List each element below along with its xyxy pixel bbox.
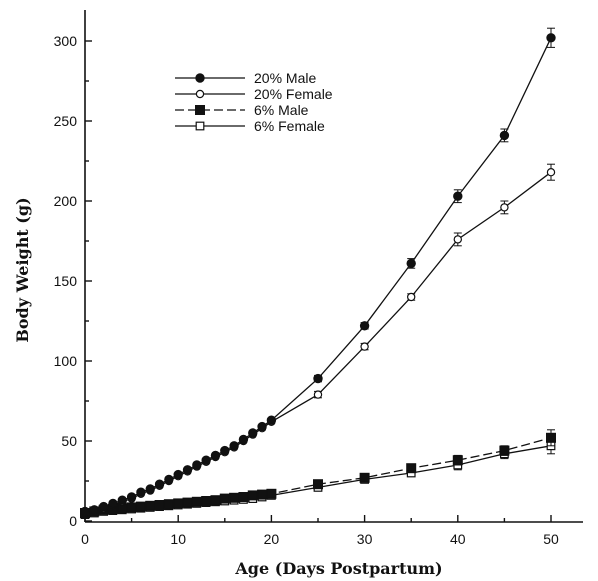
data-point bbox=[182, 497, 193, 508]
data-point bbox=[359, 321, 370, 331]
x-tick-label: 50 bbox=[543, 531, 559, 547]
data-point bbox=[453, 191, 463, 201]
y-tick-label: 0 bbox=[69, 513, 77, 529]
series-line bbox=[84, 171, 552, 513]
data-point bbox=[136, 487, 146, 497]
x-tick-label: 0 bbox=[81, 531, 89, 547]
data-point bbox=[499, 445, 510, 456]
data-point bbox=[117, 495, 127, 505]
data-point bbox=[191, 496, 202, 507]
data-point bbox=[154, 500, 165, 510]
data-point bbox=[98, 501, 109, 512]
legend-marker bbox=[195, 121, 205, 131]
data-point bbox=[313, 479, 323, 490]
data-point bbox=[89, 505, 100, 515]
y-tick-label: 150 bbox=[54, 273, 78, 289]
data-point bbox=[145, 500, 156, 511]
series-line bbox=[84, 37, 552, 513]
data-point bbox=[201, 455, 211, 465]
data-point bbox=[500, 203, 509, 212]
data-point bbox=[248, 428, 258, 438]
data-point bbox=[126, 502, 137, 513]
y-tick-label: 200 bbox=[54, 193, 78, 209]
legend-label: 20% Female bbox=[254, 86, 333, 102]
data-point bbox=[406, 258, 416, 269]
data-point bbox=[407, 292, 416, 302]
series-layer bbox=[80, 27, 556, 519]
x-axis-title: Age (Days Postpartum) bbox=[234, 559, 442, 578]
data-point bbox=[406, 463, 417, 474]
data-point bbox=[173, 469, 183, 480]
data-point bbox=[210, 450, 221, 461]
data-point bbox=[210, 495, 221, 506]
data-point bbox=[247, 490, 258, 501]
data-point bbox=[313, 373, 323, 384]
data-point bbox=[257, 421, 267, 432]
data-point bbox=[546, 33, 556, 43]
data-point bbox=[80, 506, 90, 517]
y-tick-label: 300 bbox=[54, 33, 78, 49]
series-6-male bbox=[80, 429, 556, 518]
data-point bbox=[219, 493, 230, 504]
legend-marker bbox=[195, 89, 205, 99]
data-point bbox=[452, 455, 463, 466]
data-point bbox=[359, 472, 370, 483]
data-point bbox=[238, 434, 249, 445]
data-point bbox=[238, 492, 249, 502]
data-point bbox=[360, 342, 369, 351]
x-tick-label: 30 bbox=[357, 531, 373, 547]
data-point bbox=[266, 415, 277, 425]
data-point bbox=[499, 130, 510, 141]
data-point bbox=[266, 488, 277, 499]
data-point bbox=[220, 445, 230, 456]
data-point bbox=[163, 499, 174, 510]
data-point bbox=[313, 390, 323, 399]
y-tick-label: 50 bbox=[61, 433, 77, 449]
y-tick-label: 250 bbox=[54, 113, 78, 129]
series-20-female bbox=[80, 163, 556, 516]
data-point bbox=[229, 492, 240, 503]
data-point bbox=[201, 496, 212, 506]
data-point bbox=[173, 498, 184, 509]
axes: 0 10 20 30 40 50 0 50 100 150 200 250 300 bbox=[54, 10, 583, 547]
data-point bbox=[135, 501, 146, 512]
legend-marker bbox=[195, 105, 205, 115]
data-point bbox=[546, 167, 556, 177]
legend-label: 6% Male bbox=[254, 102, 309, 118]
data-point bbox=[126, 492, 137, 502]
x-tick-label: 40 bbox=[450, 531, 466, 547]
x-tick-label: 10 bbox=[170, 531, 186, 547]
data-point bbox=[154, 479, 165, 489]
y-axis-title: Body Weight (g) bbox=[13, 197, 32, 342]
series-20-male bbox=[80, 27, 556, 517]
legend-label: 6% Female bbox=[254, 118, 325, 134]
legend-label: 20% Male bbox=[254, 70, 316, 86]
legend-marker bbox=[195, 73, 205, 83]
y-tick-label: 100 bbox=[54, 353, 78, 369]
data-point bbox=[145, 484, 155, 494]
data-point bbox=[182, 465, 193, 475]
data-point bbox=[453, 235, 462, 244]
data-point bbox=[229, 441, 239, 451]
data-point bbox=[257, 489, 268, 500]
data-point bbox=[164, 474, 174, 485]
data-point bbox=[546, 432, 556, 443]
data-point bbox=[192, 460, 202, 470]
data-point bbox=[108, 498, 118, 509]
x-tick-label: 20 bbox=[264, 531, 280, 547]
